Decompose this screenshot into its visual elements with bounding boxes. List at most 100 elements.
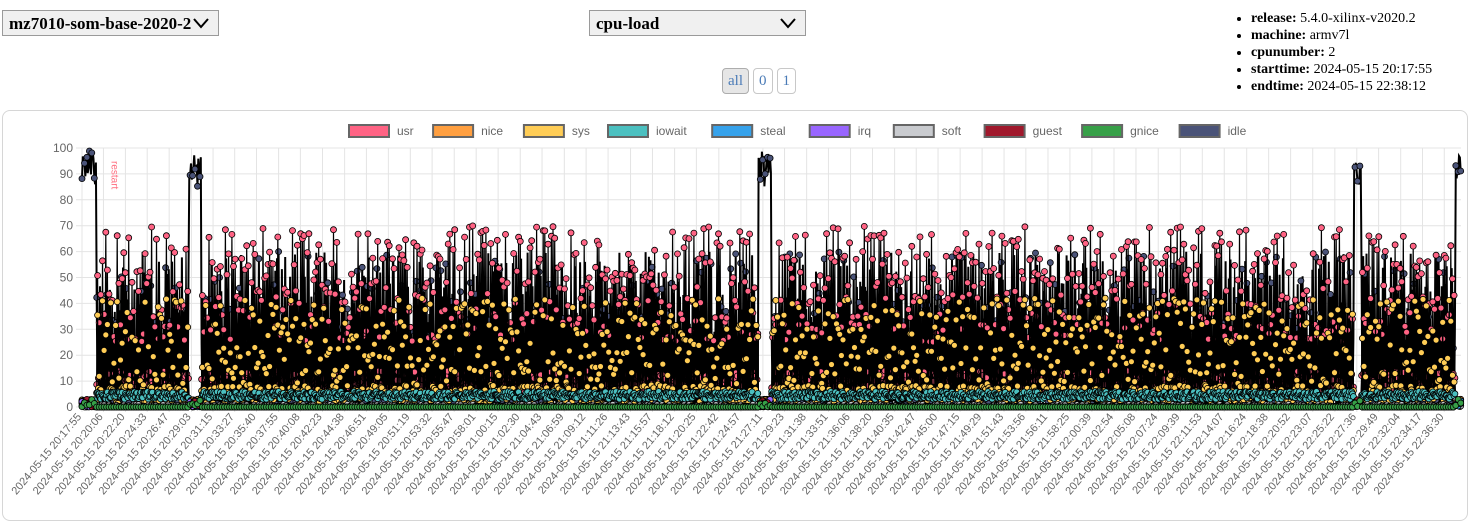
data-point <box>316 255 324 263</box>
data-point <box>1250 260 1258 268</box>
legend-swatch <box>892 124 935 138</box>
data-point <box>1162 252 1170 260</box>
data-point <box>382 284 390 292</box>
data-point <box>1404 366 1412 374</box>
data-point <box>1272 341 1279 349</box>
data-point <box>698 250 706 258</box>
data-point <box>595 370 603 378</box>
data-point <box>1146 304 1153 312</box>
metric-select[interactable]: cpu-load <box>589 10 806 36</box>
legend-label: irq <box>858 124 871 138</box>
data-point <box>177 297 185 305</box>
data-point <box>939 326 947 334</box>
data-point <box>844 282 852 290</box>
data-point <box>531 268 539 276</box>
data-point <box>1298 300 1306 308</box>
data-point <box>675 345 683 353</box>
data-point <box>1324 278 1332 286</box>
data-point <box>1118 343 1125 350</box>
data-point <box>151 370 159 378</box>
host-select[interactable]: mz7010-som-base-2020-2 <box>2 10 219 36</box>
data-point <box>128 278 136 286</box>
data-point <box>1096 343 1104 351</box>
data-point <box>1377 300 1384 308</box>
data-point <box>326 345 334 353</box>
data-point <box>370 340 378 348</box>
data-point <box>657 308 665 316</box>
data-point <box>1375 233 1383 241</box>
data-point <box>490 359 498 367</box>
data-point <box>1449 371 1456 379</box>
data-point <box>960 249 968 257</box>
data-point <box>262 370 270 378</box>
data-point <box>272 293 280 301</box>
data-point <box>1029 344 1037 352</box>
data-point <box>1290 339 1297 347</box>
data-point <box>1457 167 1465 175</box>
data-point <box>293 379 301 387</box>
data-point <box>130 307 138 315</box>
data-point <box>1182 305 1189 313</box>
data-point <box>1193 296 1201 304</box>
data-point <box>580 239 588 247</box>
data-point <box>593 376 601 384</box>
data-point <box>146 268 154 276</box>
data-point <box>336 373 344 381</box>
data-point <box>777 362 785 370</box>
data-point <box>928 347 935 355</box>
data-point <box>297 334 305 342</box>
data-point <box>1196 370 1204 378</box>
data-point <box>107 299 115 307</box>
data-point <box>1277 355 1284 363</box>
data-point <box>477 368 485 376</box>
data-point <box>405 303 413 311</box>
data-point <box>289 322 296 330</box>
data-point <box>774 313 781 321</box>
data-point <box>1255 306 1263 314</box>
data-point <box>1091 324 1099 331</box>
data-point <box>95 372 103 380</box>
data-point <box>429 288 437 296</box>
data-point <box>957 360 965 367</box>
data-point <box>1055 308 1063 316</box>
data-point <box>169 288 177 296</box>
cpu-button-0[interactable]: 0 <box>753 68 773 94</box>
data-point <box>1444 354 1451 362</box>
data-point <box>566 315 573 323</box>
data-point <box>1339 324 1347 332</box>
legend-swatch <box>1178 124 1221 138</box>
data-point <box>285 336 293 344</box>
data-point <box>400 257 408 265</box>
data-point <box>1162 346 1170 354</box>
legend-item-soft: soft <box>892 124 962 138</box>
y-tick-label: 30 <box>60 322 74 336</box>
data-point <box>1006 374 1014 382</box>
data-point <box>664 371 672 379</box>
data-point <box>1432 251 1440 259</box>
data-point <box>1119 353 1127 361</box>
data-point <box>744 287 752 295</box>
data-point <box>933 313 940 321</box>
cpu-button-all[interactable]: all <box>722 68 749 94</box>
data-point <box>220 344 228 352</box>
data-point <box>1190 244 1197 252</box>
data-point <box>449 246 457 253</box>
data-point <box>539 312 547 320</box>
data-point <box>875 371 883 379</box>
data-point <box>1257 333 1265 341</box>
data-point <box>81 159 88 167</box>
cpu-button-1[interactable]: 1 <box>776 68 796 94</box>
data-point <box>652 325 660 333</box>
data-point <box>1180 298 1188 306</box>
data-point <box>751 378 758 386</box>
data-point <box>988 300 996 308</box>
data-point <box>1395 297 1402 305</box>
data-point <box>330 226 337 234</box>
data-point <box>398 251 406 259</box>
data-point <box>1095 280 1102 288</box>
data-point <box>731 297 739 304</box>
data-point <box>1336 226 1343 233</box>
legend-label: idle <box>1228 124 1247 138</box>
data-point <box>418 294 426 302</box>
data-point <box>541 227 549 235</box>
